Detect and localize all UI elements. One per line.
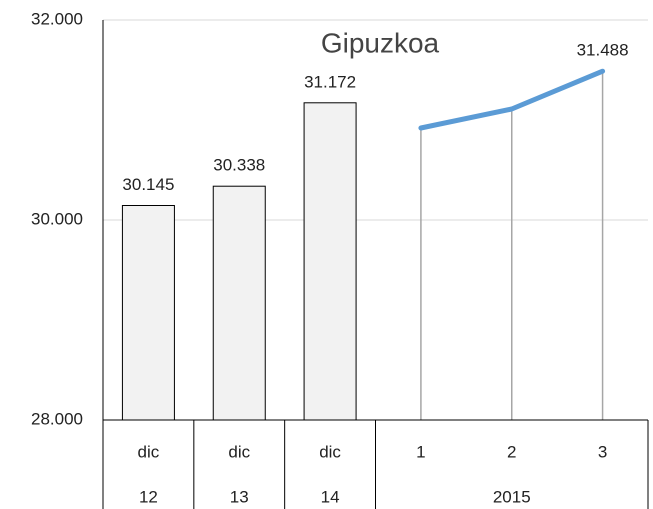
y-tick-label: 30.000 [31,209,83,228]
x-group-label: 2015 [493,487,531,506]
x-group-label: 14 [321,487,340,506]
bar [303,102,357,421]
x-tick-label: dic [138,442,160,461]
data-label: 31.172 [304,72,356,91]
line [418,68,606,131]
y-tick-label: 32.000 [31,9,83,28]
data-label: 30.338 [213,156,265,175]
chart-title: Gipuzkoa [321,27,440,58]
x-group-label: 12 [139,487,158,506]
x-tick-label: 2 [507,442,516,461]
data-label: 31.488 [577,41,629,60]
x-tick-label: dic [228,442,250,461]
bar [121,205,175,421]
data-label: 30.145 [122,175,174,194]
x-tick-label: 1 [416,442,425,461]
x-group-label: 13 [230,487,249,506]
y-tick-label: 28.000 [31,409,83,428]
bar [212,185,266,421]
x-tick-label: 3 [598,442,607,461]
x-tick-label: dic [319,442,341,461]
